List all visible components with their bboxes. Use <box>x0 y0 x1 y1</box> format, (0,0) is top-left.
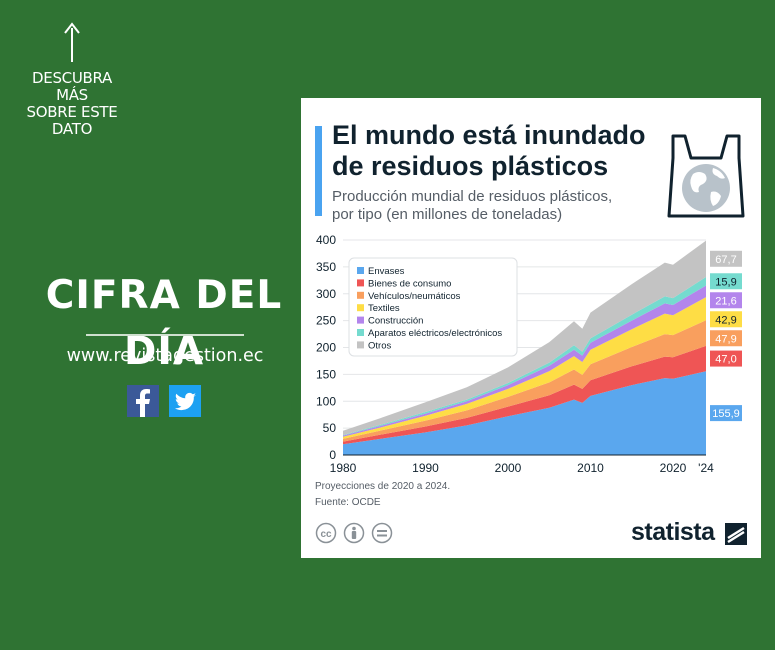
legend-swatch <box>357 304 364 312</box>
end-value-label-bg <box>710 311 742 328</box>
legend-label: Otros <box>368 340 391 351</box>
legend-swatch <box>357 291 364 299</box>
statista-logo-mark <box>725 523 747 545</box>
end-value-label-bg <box>710 330 742 347</box>
x-tick-label: 1990 <box>412 461 439 475</box>
legend-box <box>348 257 518 357</box>
twitter-icon[interactable] <box>169 385 201 417</box>
figure-of-the-day-title: CIFRA DEL DÍA <box>45 273 283 374</box>
legend-label: Envases <box>368 266 405 277</box>
y-tick-label: 100 <box>316 394 336 408</box>
legend-label: Construcción <box>368 316 423 327</box>
end-value-label-bg <box>710 292 742 309</box>
creative-commons-icons: cc <box>315 522 393 544</box>
end-value-label-bg <box>710 405 742 422</box>
website-link[interactable]: www.revistagestion.ec <box>66 346 264 366</box>
title-accent-bar <box>315 126 322 216</box>
end-value-label: 47,0 <box>715 354 736 366</box>
end-value-label: 155,9 <box>712 408 740 420</box>
projection-note: Proyecciones de 2020 a 2024. <box>315 481 451 492</box>
legend-swatch <box>357 341 364 349</box>
x-tick-label: '24 <box>698 461 714 475</box>
legend-swatch <box>357 329 364 336</box>
svg-text:cc: cc <box>320 529 332 540</box>
end-value-label-bg <box>710 273 742 290</box>
y-tick-label: 200 <box>316 341 336 355</box>
x-tick-label: 1980 <box>330 461 357 475</box>
end-value-label: 67,7 <box>715 254 736 266</box>
cc-icon: cc <box>315 522 337 544</box>
end-value-label: 47,9 <box>715 333 736 345</box>
infographic-card: El mundo está inundado de residuos plást… <box>301 98 761 558</box>
end-value-label: 15,9 <box>715 276 736 288</box>
source-note: Fuente: OCDE <box>315 497 381 508</box>
end-value-label-bg <box>710 250 742 267</box>
arrow-up-icon <box>64 22 80 62</box>
y-tick-label: 400 <box>316 233 336 247</box>
y-tick-label: 300 <box>316 287 336 301</box>
attribution-icon <box>343 522 365 544</box>
legend-swatch <box>357 279 364 287</box>
end-value-label: 21,6 <box>715 295 736 307</box>
discover-more-link[interactable]: DESCUBRA MÁS SOBRE ESTE DATO <box>18 22 126 138</box>
no-derivatives-icon <box>371 522 393 544</box>
legend-label: Textiles <box>368 303 400 314</box>
y-tick-label: 150 <box>316 367 336 381</box>
legend-label: Bienes de consumo <box>368 278 451 289</box>
legend-swatch <box>357 316 364 324</box>
end-value-label-bg <box>710 350 742 367</box>
y-tick-label: 0 <box>329 448 336 462</box>
facebook-icon[interactable] <box>127 385 159 417</box>
discover-more-text: DESCUBRA MÁS SOBRE ESTE DATO <box>26 69 118 138</box>
plastic-waste-area-chart: 0 50 100 150 200 250 300 350 400 1980 1990 2000 2010… <box>316 233 742 475</box>
y-tick-label: 350 <box>316 260 336 274</box>
x-tick-label: 2000 <box>495 461 522 475</box>
legend-label: Vehículos/neumáticos <box>368 291 461 302</box>
plastic-bag-globe-icon <box>667 134 745 218</box>
y-tick-label: 250 <box>316 314 336 328</box>
chart-subtitle: Producción mundial de residuos plásticos… <box>332 188 613 223</box>
chart-title: El mundo está inundado de residuos plást… <box>332 120 646 181</box>
legend-swatch <box>357 267 364 274</box>
end-value-label: 42,9 <box>715 314 736 326</box>
area-series <box>343 371 706 455</box>
statista-logo: statista <box>631 518 715 546</box>
x-tick-label: 2020 <box>660 461 687 475</box>
divider <box>86 334 244 336</box>
x-tick-label: 2010 <box>577 461 604 475</box>
legend-label: Aparatos eléctricos/electrónicos <box>368 328 502 339</box>
y-tick-label: 50 <box>323 421 337 435</box>
